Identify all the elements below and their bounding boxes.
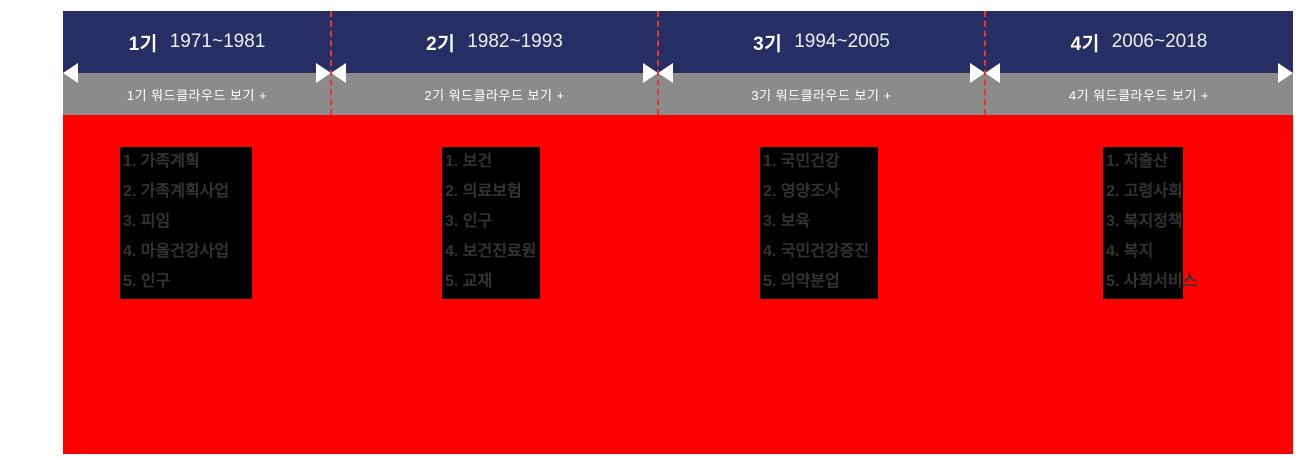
keyword-item: 5. 인구 xyxy=(123,273,171,290)
keyword-box: 1. 가족계획 2. 가족계획사업 3. 피임 4. 마을건강사업 5. 인구 xyxy=(120,147,252,299)
wordcloud-button-label: 3기 워드클라우드 보기 + xyxy=(751,87,892,103)
wordcloud-button-label: 1기 워드클라우드 보기 + xyxy=(126,87,268,103)
keyword-item: 2. 가족계획사업 xyxy=(123,183,230,200)
section-divider xyxy=(657,11,659,115)
wordcloud-button-3[interactable]: 3기 워드클라우드 보기 + xyxy=(658,73,985,115)
section-divider xyxy=(330,11,332,115)
period-range: 2006~2018 xyxy=(1111,31,1208,52)
period-number: 4기 xyxy=(1070,33,1100,55)
period-range: 1971~1981 xyxy=(169,31,266,52)
period-header-2: 2기 1982~1993 xyxy=(331,11,658,73)
period-body: 1. 가족계획 2. 가족계획사업 3. 피임 4. 마을건강사업 5. 인구 xyxy=(63,115,331,454)
keyword-item: 4. 보건진료원 xyxy=(445,243,537,260)
keyword-item: 2. 의료보험 xyxy=(445,183,522,200)
keyword-item: 3. 인구 xyxy=(445,213,493,230)
period-range: 1982~1993 xyxy=(467,31,563,52)
period-header-1: 1기 1971~1981 xyxy=(63,11,331,73)
period-range: 1994~2005 xyxy=(794,31,890,52)
keyword-item: 4. 마을건강사업 xyxy=(123,243,230,260)
period-body: 1. 국민건강 2. 영양조사 3. 보육 4. 국민건강증진 5. 의약분업 xyxy=(658,115,985,454)
keyword-item: 5. 의약분업 xyxy=(763,273,840,290)
keyword-item: 1. 보건 xyxy=(445,153,493,170)
keyword-item: 5. 교재 xyxy=(445,273,493,290)
wordcloud-button-4[interactable]: 4기 워드클라우드 보기 + xyxy=(985,73,1293,115)
period-number: 1기 xyxy=(128,33,158,55)
keyword-box: 1. 저출산 2. 고령사회 3. 복지정책 4. 복지 5. 사회서비스 xyxy=(1103,147,1198,299)
keyword-item: 4. 복지 xyxy=(1106,243,1154,260)
section-divider xyxy=(984,11,986,115)
keyword-item: 3. 보육 xyxy=(763,213,811,230)
period-header-4: 4기 2006~2018 xyxy=(985,11,1293,73)
keyword-box: 1. 국민건강 2. 영양조사 3. 보육 4. 국민건강증진 5. 의약분업 xyxy=(760,147,878,299)
timeline-content: 1기 1971~1981 1기 워드클라우드 보기 + 1. 가족계획 2. 가… xyxy=(63,11,1293,454)
keyword-item: 2. 고령사회 xyxy=(1106,183,1183,200)
period-body: 1. 저출산 2. 고령사회 3. 복지정책 4. 복지 5. 사회서비스 xyxy=(985,115,1293,454)
keyword-item: 1. 저출산 xyxy=(1106,153,1168,170)
period-number: 3기 xyxy=(753,33,783,55)
keyword-item: 3. 복지정책 xyxy=(1106,213,1183,230)
wordcloud-button-2[interactable]: 2기 워드클라우드 보기 + xyxy=(331,73,658,115)
keyword-item: 4. 국민건강증진 xyxy=(763,243,870,260)
period-body: 1. 보건 2. 의료보험 3. 인구 4. 보건진료원 5. 교재 xyxy=(331,115,658,454)
period-section-4: 4기 2006~2018 4기 워드클라우드 보기 + 1. 저출산 2. 고령… xyxy=(985,11,1293,454)
keyword-box: 1. 보건 2. 의료보험 3. 인구 4. 보건진료원 5. 교재 xyxy=(442,147,540,299)
period-section-2: 2기 1982~1993 2기 워드클라우드 보기 + 1. 보건 2. 의료보… xyxy=(331,11,659,454)
keyword-item: 1. 가족계획 xyxy=(123,153,200,170)
period-section-1: 1기 1971~1981 1기 워드클라우드 보기 + 1. 가족계획 2. 가… xyxy=(63,11,332,454)
period-header-3: 3기 1994~2005 xyxy=(658,11,985,73)
period-number: 2기 xyxy=(426,33,456,55)
keyword-item: 5. 사회서비스 xyxy=(1106,273,1198,290)
wordcloud-button-1[interactable]: 1기 워드클라우드 보기 + xyxy=(63,73,331,115)
keyword-item: 1. 국민건강 xyxy=(763,153,840,170)
keyword-item: 2. 영양조사 xyxy=(763,183,840,200)
wordcloud-button-label: 2기 워드클라우드 보기 + xyxy=(424,87,565,103)
wordcloud-button-label: 4기 워드클라우드 보기 + xyxy=(1068,87,1210,103)
keyword-item: 3. 피임 xyxy=(123,213,171,230)
period-section-3: 3기 1994~2005 3기 워드클라우드 보기 + 1. 국민건강 2. 영… xyxy=(658,11,986,454)
